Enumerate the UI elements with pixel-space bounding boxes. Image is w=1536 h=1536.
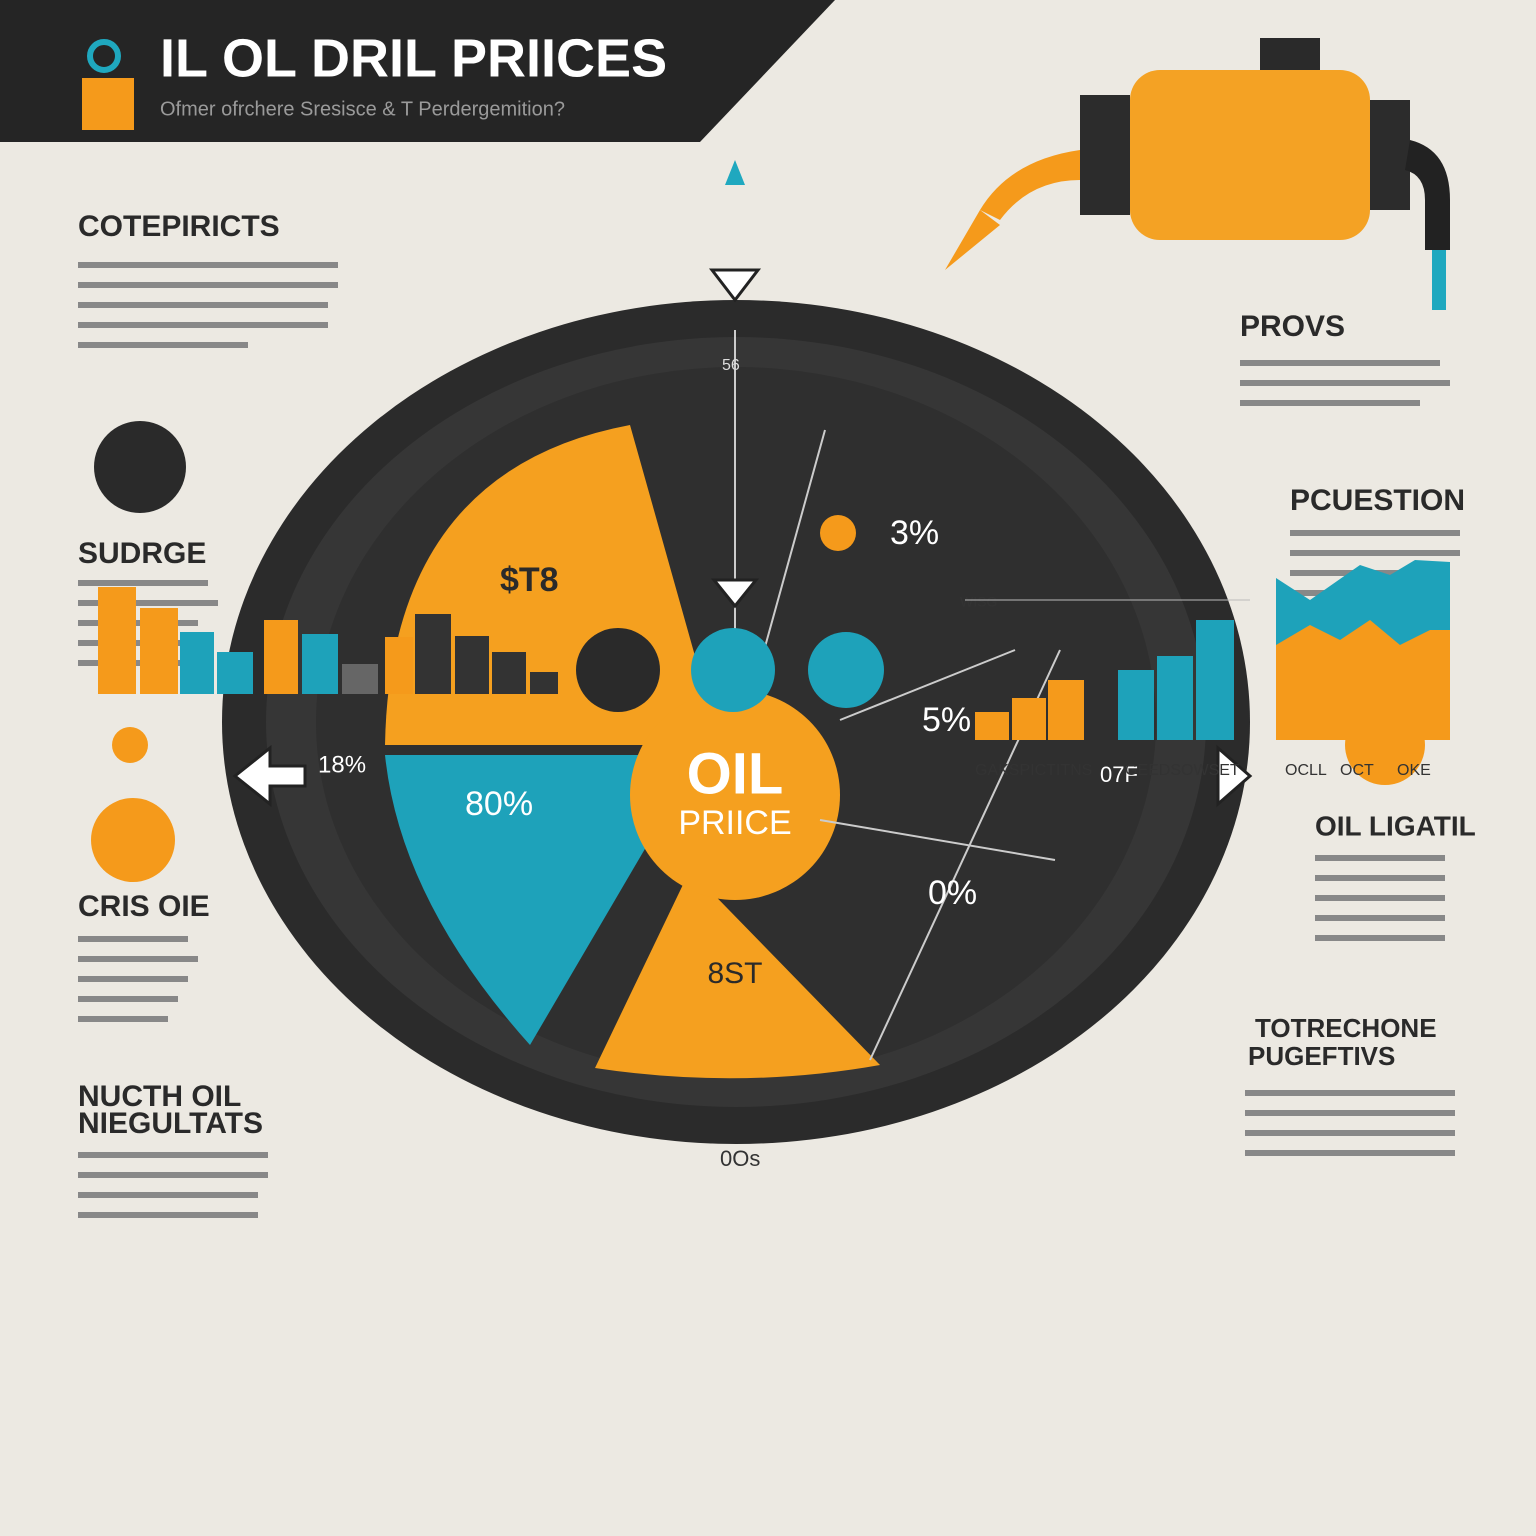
- wedge-bottom-label: 8ST: [707, 957, 762, 990]
- text-placeholder: [78, 262, 338, 1218]
- left-heading: COTEPIRICTS: [78, 210, 280, 243]
- top-arrow-head: [725, 160, 745, 185]
- header-banner: [0, 0, 835, 142]
- top-axis-label: 56: [722, 357, 740, 374]
- bottom-label: OCLL: [1285, 762, 1327, 779]
- logo: [82, 78, 134, 130]
- logo-ring: [87, 39, 121, 73]
- left-heading: NUCTH OIL: [78, 1080, 241, 1113]
- left-heading: SUDRGE: [78, 537, 206, 570]
- text-placeholder: [1240, 360, 1460, 1156]
- decor-bars: [98, 587, 884, 763]
- wedge-orange-bottom: [595, 870, 880, 1079]
- page-subtitle: Ofmer ofrchere Sresisce & T Perdergemiti…: [160, 98, 565, 120]
- page-title: IL OL DRIL PRIICES: [160, 28, 667, 88]
- left-icon: [91, 798, 175, 882]
- wedge-teal: [385, 755, 700, 1045]
- bottom-label: GAKSPICTITNS: [975, 762, 1092, 779]
- arrows: [232, 268, 1253, 808]
- center-disc: [630, 690, 840, 900]
- right-mid-label: 5%: [922, 701, 971, 739]
- bottom-label: OKE: [1397, 762, 1431, 779]
- right-heading: PCUESTION: [1290, 484, 1465, 517]
- right-heading: TOTRECHONE: [1255, 1013, 1437, 1043]
- left-heading: CRIS OIE: [78, 890, 210, 923]
- bottom-label: GEEDSOWSET: [1125, 762, 1240, 779]
- decor-bars: [965, 560, 1450, 740]
- right-low-label: 0%: [928, 874, 977, 912]
- right-heading: PUGEFTIVS: [1248, 1041, 1395, 1071]
- oil-tap: [945, 38, 1450, 310]
- left-icon: [94, 421, 186, 513]
- left-axis-label: 18%: [318, 751, 366, 778]
- right-axis-label: 07F: [1100, 762, 1138, 787]
- pointer-lines: [734, 330, 1061, 1061]
- bottom-axis-label: 0Os: [720, 1146, 760, 1171]
- right-top-label: 3%: [890, 514, 939, 552]
- center-line1: OIL: [687, 741, 784, 806]
- marker-dot: [820, 515, 856, 551]
- right-heading: PROVS: [1240, 310, 1345, 343]
- left-heading: NIEGULTATS: [78, 1107, 263, 1140]
- bottom-axis-top: WISG: [960, 594, 997, 610]
- center-line2: PRIICE: [678, 804, 791, 842]
- wedge-teal-label: 80%: [465, 785, 533, 823]
- wedge-top-label: $T8: [500, 561, 559, 599]
- bottom-label: OCT: [1340, 762, 1374, 779]
- right-heading: OIL LIGATIL: [1315, 810, 1476, 841]
